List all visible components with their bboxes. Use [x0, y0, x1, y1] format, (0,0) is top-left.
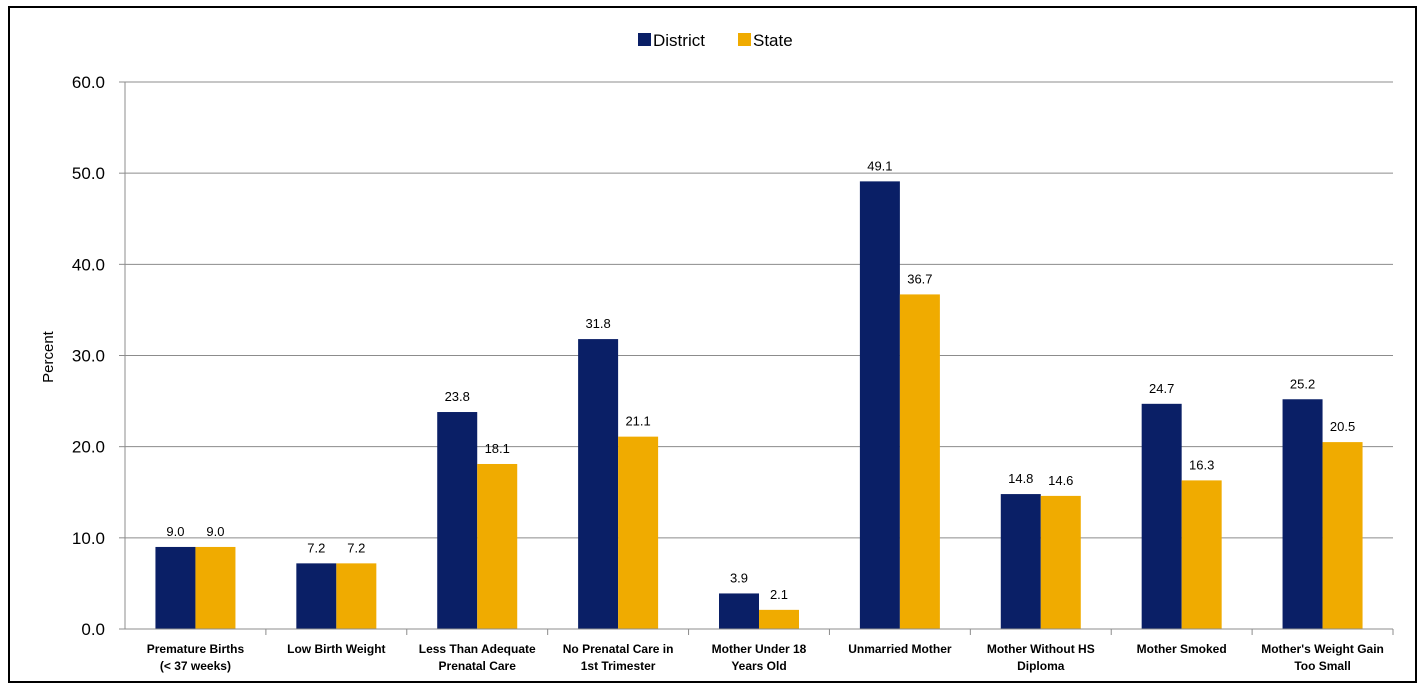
x-tick-label: Less Than Adequate: [419, 642, 536, 656]
bar-district: [859, 181, 900, 629]
legend-swatch-state: [738, 33, 751, 46]
data-label: 16.3: [1189, 457, 1214, 472]
y-axis: 0.0 10.0 20.0 30.0 40.0 50.0 60.0: [72, 73, 126, 639]
data-label: 24.7: [1149, 381, 1174, 396]
bar-district: [719, 593, 759, 629]
bar-state: [618, 436, 659, 629]
bar-district: [437, 412, 478, 629]
legend-swatch-district: [638, 33, 651, 46]
bar-state: [1181, 480, 1222, 629]
x-axis: Premature Births (< 37 weeks) Low Birth We…: [125, 628, 1394, 673]
x-tick-label: Mother Under 18: [712, 642, 807, 656]
y-tick-label: 30.0: [72, 347, 105, 366]
bar-district: [1282, 399, 1323, 629]
data-label: 18.1: [485, 441, 510, 456]
y-tick-label: 20.0: [72, 438, 105, 457]
bar-district: [578, 339, 619, 629]
bar-state: [1040, 495, 1081, 629]
data-label: 2.1: [770, 587, 788, 602]
x-tick-label: 1st Trimester: [581, 659, 656, 673]
data-label: 31.8: [585, 316, 610, 331]
y-axis-label: Percent: [40, 330, 57, 383]
x-tick-label: Prenatal Care: [439, 659, 517, 673]
x-tick-label: Mother Smoked: [1137, 642, 1227, 656]
data-label: 20.5: [1330, 419, 1355, 434]
bar-district: [1000, 494, 1041, 629]
x-tick-label: Mother's Weight Gain: [1261, 642, 1384, 656]
bar-state: [336, 563, 377, 629]
y-tick-label: 40.0: [72, 255, 105, 274]
data-label: 36.7: [907, 271, 932, 286]
x-tick-label: Years Old: [731, 659, 786, 673]
bars: [155, 181, 1363, 629]
bar-state: [477, 463, 518, 629]
x-tick-label: Unmarried Mother: [848, 642, 952, 656]
bar-state: [759, 609, 799, 629]
x-tick-label: Too Small: [1294, 659, 1350, 673]
data-label: 9.0: [166, 524, 184, 539]
bar-district: [155, 546, 196, 629]
x-tick-label: (< 37 weeks): [160, 659, 231, 673]
y-tick-label: 50.0: [72, 164, 105, 183]
data-label: 23.8: [445, 389, 470, 404]
data-label: 9.0: [206, 524, 224, 539]
y-tick-label: 10.0: [72, 529, 105, 548]
data-labels: 9.0 9.0 7.2 7.2 23.8 18.1 31.8 21.1 3.9 2.1 49.1 36…: [166, 158, 1355, 601]
x-tick-label: Premature Births: [147, 642, 245, 656]
y-tick-label: 0.0: [81, 620, 105, 639]
bar-state: [899, 294, 940, 629]
legend-label-state: State: [753, 31, 793, 50]
x-tick-label: Mother Without HS: [987, 642, 1095, 656]
legend: District State: [638, 31, 793, 50]
data-label: 21.1: [625, 414, 650, 429]
x-tick-label: Low Birth Weight: [287, 642, 385, 656]
bar-district: [296, 563, 337, 629]
x-tick-label: Diploma: [1017, 659, 1065, 673]
y-tick-label: 60.0: [72, 73, 105, 92]
data-label: 14.8: [1008, 471, 1033, 486]
bar-district: [1141, 403, 1182, 629]
bar-state: [195, 546, 236, 629]
x-tick-label: No Prenatal Care in: [563, 642, 674, 656]
data-label: 3.9: [730, 570, 748, 585]
data-label: 49.1: [867, 158, 892, 173]
data-label: 7.2: [347, 540, 365, 555]
data-label: 7.2: [307, 540, 325, 555]
data-label: 14.6: [1048, 473, 1073, 488]
legend-label-district: District: [653, 31, 705, 50]
data-label: 25.2: [1290, 376, 1315, 391]
bar-state: [1322, 442, 1363, 629]
